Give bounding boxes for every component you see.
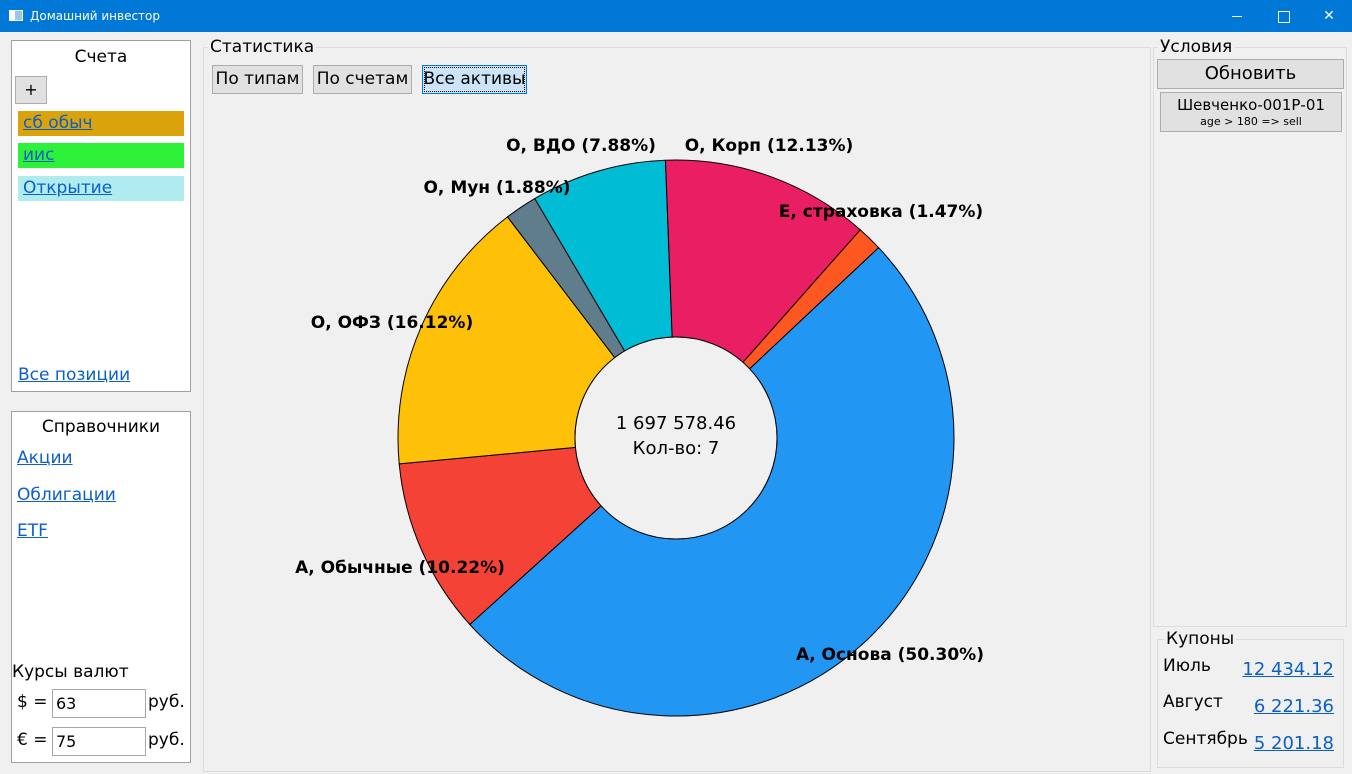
refresh-button[interactable]: Обновить bbox=[1157, 59, 1344, 89]
coupon-month: Июль bbox=[1163, 656, 1211, 676]
tab-all-assets[interactable]: Все активы bbox=[422, 65, 527, 94]
eur-symbol: € = bbox=[17, 730, 48, 750]
accounts-panel: Счета + сб обыч иис Открытие Все позиции bbox=[11, 40, 191, 392]
bonds-link[interactable]: Облигации bbox=[17, 485, 116, 505]
tab-by-accounts[interactable]: По счетам bbox=[313, 65, 412, 94]
coupon-amount-link[interactable]: 6 221.36 bbox=[1253, 696, 1334, 717]
app-icon bbox=[9, 10, 23, 21]
references-panel: Справочники Акции Облигации ETF Курсы ва… bbox=[11, 411, 191, 763]
tab-by-types[interactable]: По типам bbox=[212, 65, 303, 94]
window-title: Домашний инвестор bbox=[30, 9, 161, 23]
eur-rate-input[interactable] bbox=[52, 727, 146, 756]
coupon-amount-link[interactable]: 5 201.18 bbox=[1253, 733, 1334, 754]
conditions-group bbox=[1153, 47, 1347, 627]
minimize-button[interactable] bbox=[1214, 0, 1260, 32]
usd-symbol: $ = bbox=[17, 692, 48, 712]
coupon-amount-link[interactable]: 12 434.12 bbox=[1242, 659, 1334, 680]
etf-link[interactable]: ETF bbox=[17, 521, 48, 541]
maximize-button[interactable] bbox=[1260, 0, 1306, 32]
account-item[interactable]: сб обыч bbox=[18, 111, 184, 136]
coupon-month: Сентябрь bbox=[1163, 729, 1248, 749]
currency-rates-title: Курсы валют bbox=[12, 662, 129, 682]
coupons-group bbox=[1157, 639, 1344, 768]
coupon-month: Август bbox=[1163, 692, 1223, 712]
add-account-button[interactable]: + bbox=[15, 76, 47, 104]
usd-rate-input[interactable] bbox=[52, 689, 146, 718]
statistics-title: Статистика bbox=[208, 37, 317, 57]
coupons-title: Купоны bbox=[1164, 629, 1237, 649]
close-button[interactable]: ✕ bbox=[1323, 8, 1335, 24]
condition-name: Шевченко-001Р-01 bbox=[1177, 96, 1325, 114]
accounts-title: Счета bbox=[74, 47, 128, 67]
title-bar: Домашний инвестор ✕ bbox=[0, 0, 1352, 32]
stocks-link[interactable]: Акции bbox=[17, 448, 73, 468]
account-item[interactable]: иис bbox=[18, 143, 184, 168]
condition-rule: age > 180 => sell bbox=[1200, 115, 1302, 128]
account-item[interactable]: Открытие bbox=[18, 176, 184, 201]
usd-unit: руб. bbox=[148, 692, 185, 712]
references-title: Справочники bbox=[41, 417, 161, 437]
all-positions-link[interactable]: Все позиции bbox=[18, 365, 131, 385]
conditions-title: Условия bbox=[1158, 37, 1235, 57]
statistics-group bbox=[203, 47, 1151, 772]
condition-card[interactable]: Шевченко-001Р-01 age > 180 => sell bbox=[1160, 92, 1342, 132]
eur-unit: руб. bbox=[148, 730, 185, 750]
